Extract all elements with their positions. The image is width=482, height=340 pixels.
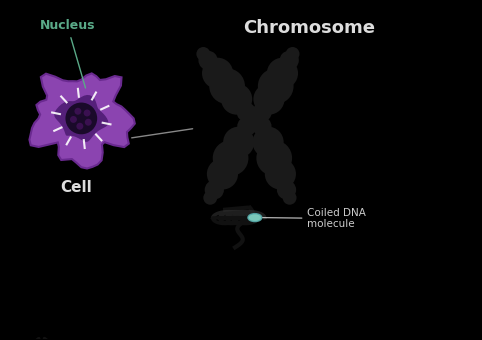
Circle shape xyxy=(237,117,256,136)
Ellipse shape xyxy=(248,214,262,222)
Text: Chromosome: Chromosome xyxy=(243,19,375,37)
Circle shape xyxy=(209,68,245,104)
Circle shape xyxy=(221,84,252,115)
Text: Cell: Cell xyxy=(60,180,92,195)
Circle shape xyxy=(246,109,264,128)
Circle shape xyxy=(280,51,299,70)
Circle shape xyxy=(223,126,254,158)
Circle shape xyxy=(282,191,296,205)
Polygon shape xyxy=(54,95,108,142)
Circle shape xyxy=(203,191,217,205)
Polygon shape xyxy=(29,73,135,169)
Text: DNA backbone: DNA backbone xyxy=(0,339,1,340)
Circle shape xyxy=(242,109,260,128)
Circle shape xyxy=(286,47,299,61)
Circle shape xyxy=(199,51,218,70)
Circle shape xyxy=(267,58,298,89)
Text: Coiled DNA
molecule: Coiled DNA molecule xyxy=(263,208,366,229)
Circle shape xyxy=(74,108,81,115)
Circle shape xyxy=(85,119,92,126)
Circle shape xyxy=(202,58,233,89)
Circle shape xyxy=(265,158,296,189)
Text: DNA double helix: DNA double helix xyxy=(0,339,1,340)
Circle shape xyxy=(277,180,296,200)
Circle shape xyxy=(196,47,210,61)
Circle shape xyxy=(66,103,97,134)
Circle shape xyxy=(258,68,294,104)
Circle shape xyxy=(207,158,238,189)
Circle shape xyxy=(253,102,272,122)
Circle shape xyxy=(213,140,248,176)
Circle shape xyxy=(253,126,283,158)
Circle shape xyxy=(83,109,91,116)
Circle shape xyxy=(254,84,284,115)
Circle shape xyxy=(76,123,83,130)
Text: Nucleus: Nucleus xyxy=(40,19,95,88)
Circle shape xyxy=(70,116,77,123)
Circle shape xyxy=(237,102,256,122)
Text: Nucleotides: Nucleotides xyxy=(0,339,1,340)
Circle shape xyxy=(250,109,268,128)
Circle shape xyxy=(256,140,292,176)
Circle shape xyxy=(252,117,271,136)
Circle shape xyxy=(205,180,224,200)
